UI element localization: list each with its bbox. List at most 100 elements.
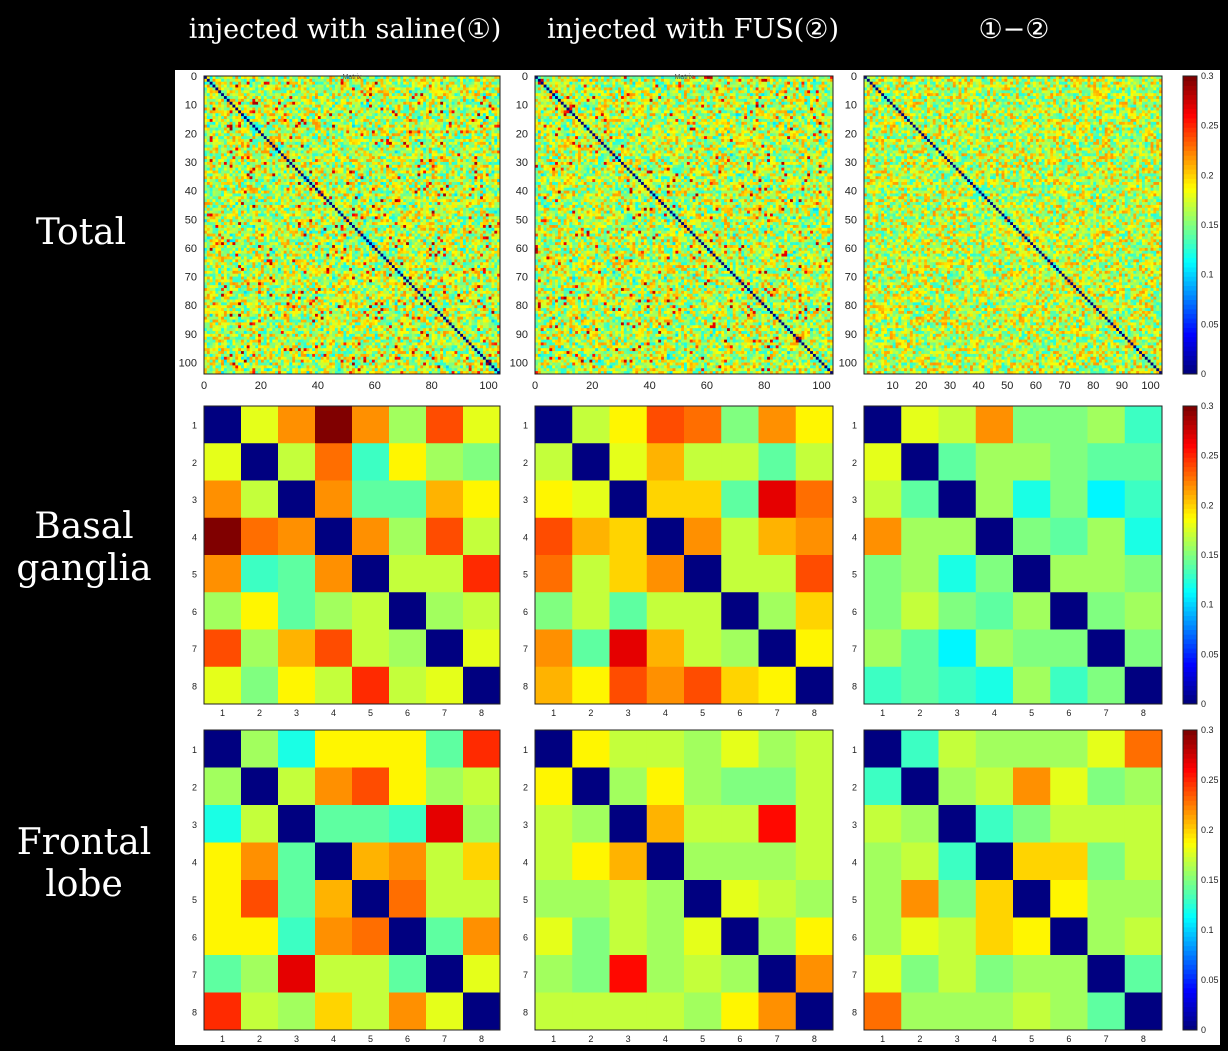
heatmap-cell xyxy=(463,185,466,188)
heatmap-cell xyxy=(315,99,318,102)
heatmap-cell xyxy=(435,153,438,156)
heatmap-cell xyxy=(207,130,210,133)
heatmap-cell xyxy=(227,151,230,154)
heatmap-cell xyxy=(398,116,401,119)
heatmap-cell xyxy=(480,113,483,116)
heatmap-cell xyxy=(284,122,287,125)
heatmap-cell xyxy=(417,85,420,88)
heatmap-cell xyxy=(460,196,463,199)
heatmap-cell xyxy=(392,188,395,191)
heatmap-cell xyxy=(261,113,264,116)
heatmap-cell xyxy=(489,199,492,202)
heatmap-cell xyxy=(346,99,349,102)
heatmap-cell xyxy=(326,171,329,174)
heatmap-cell xyxy=(247,110,250,113)
heatmap-cell xyxy=(275,179,278,182)
heatmap-cell xyxy=(232,96,235,99)
heatmap-cell xyxy=(491,125,494,128)
heatmap-cell xyxy=(463,116,466,119)
heatmap-cell xyxy=(460,116,463,119)
heatmap-cell xyxy=(284,113,287,116)
heatmap-cell xyxy=(287,202,290,205)
heatmap-cell xyxy=(269,139,272,142)
heatmap-cell xyxy=(369,208,372,211)
heatmap-cell xyxy=(230,96,233,99)
heatmap-cell xyxy=(469,171,472,174)
heatmap-cell xyxy=(218,133,221,136)
heatmap-cell xyxy=(366,151,369,154)
heatmap-cell xyxy=(454,136,457,139)
heatmap-cell xyxy=(213,168,216,171)
heatmap-cell xyxy=(409,211,412,214)
heatmap-cell xyxy=(491,145,494,148)
heatmap-cell xyxy=(267,130,270,133)
heatmap-cell xyxy=(250,168,253,171)
heatmap-cell xyxy=(287,176,290,179)
heatmap-cell xyxy=(215,90,218,93)
heatmap-cell xyxy=(275,139,278,142)
heatmap-cell xyxy=(332,102,335,105)
heatmap-cell xyxy=(321,122,324,125)
heatmap-cell xyxy=(366,191,369,194)
heatmap-cell xyxy=(386,202,389,205)
heatmap-cell xyxy=(469,202,472,205)
heatmap-cell xyxy=(412,199,415,202)
heatmap-cell xyxy=(383,173,386,176)
heatmap-cell xyxy=(417,211,420,214)
heatmap-cell xyxy=(324,205,327,208)
heatmap-cell xyxy=(435,130,438,133)
heatmap-cell xyxy=(247,82,250,85)
heatmap-cell xyxy=(443,191,446,194)
heatmap-cell xyxy=(244,208,247,211)
heatmap-cell xyxy=(355,171,358,174)
heatmap-cell xyxy=(241,116,244,119)
heatmap-cell xyxy=(472,133,475,136)
heatmap-cell xyxy=(232,136,235,139)
heatmap-cell xyxy=(272,79,275,82)
heatmap-cell xyxy=(426,90,429,93)
heatmap-cell xyxy=(472,153,475,156)
heatmap-cell xyxy=(480,185,483,188)
heatmap-cell xyxy=(221,108,224,111)
heatmap-cell xyxy=(238,188,241,191)
heatmap-cell xyxy=(287,148,290,151)
heatmap-cell xyxy=(306,199,309,202)
heatmap-cell xyxy=(238,99,241,102)
heatmap-cell xyxy=(452,185,455,188)
column-title-difference: ①−② xyxy=(978,14,1049,45)
heatmap-cell xyxy=(227,193,230,196)
heatmap-cell xyxy=(477,173,480,176)
heatmap-cell xyxy=(389,119,392,122)
heatmap-cell xyxy=(454,176,457,179)
heatmap-cell xyxy=(489,179,492,182)
heatmap-cell xyxy=(255,122,258,125)
heatmap-cell xyxy=(426,208,429,211)
heatmap-cell xyxy=(469,90,472,93)
heatmap-cell xyxy=(457,105,460,108)
heatmap-cell xyxy=(324,202,327,205)
heatmap-cell xyxy=(335,110,338,113)
heatmap-cell xyxy=(352,182,355,185)
heatmap-cell xyxy=(432,139,435,142)
heatmap-cell xyxy=(346,165,349,168)
heatmap-cell xyxy=(343,96,346,99)
heatmap-cell xyxy=(352,208,355,211)
heatmap-cell xyxy=(244,153,247,156)
heatmap-cell xyxy=(312,128,315,131)
heatmap-cell xyxy=(483,108,486,111)
heatmap-cell xyxy=(480,211,483,214)
heatmap-cell xyxy=(272,165,275,168)
heatmap-cell xyxy=(392,185,395,188)
heatmap-cell xyxy=(398,156,401,159)
heatmap-cell xyxy=(454,156,457,159)
heatmap-cell xyxy=(403,153,406,156)
heatmap-cell xyxy=(474,130,477,133)
heatmap-cell xyxy=(412,148,415,151)
heatmap-cell xyxy=(392,102,395,105)
heatmap-cell xyxy=(326,102,329,105)
heatmap-cell xyxy=(349,93,352,96)
heatmap-cell xyxy=(366,90,369,93)
heatmap-cell xyxy=(275,105,278,108)
heatmap-cell xyxy=(321,188,324,191)
heatmap-cell xyxy=(289,196,292,199)
